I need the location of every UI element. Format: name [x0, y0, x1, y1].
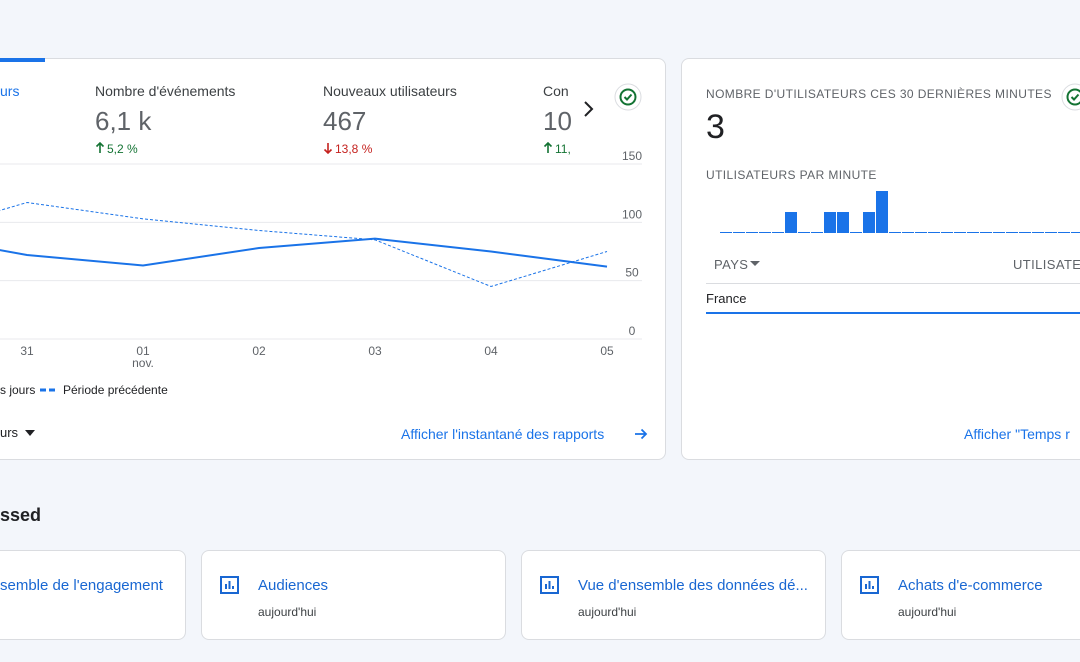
- bar: [837, 212, 849, 233]
- report-icon: [220, 576, 239, 594]
- next-button[interactable]: [580, 100, 596, 118]
- arrow-icon: [635, 428, 648, 440]
- down-arrow: [323, 143, 333, 154]
- y-tick-label: 50: [625, 266, 639, 280]
- bar: [863, 212, 875, 233]
- bar: [1032, 232, 1044, 233]
- status-icon: [1061, 83, 1080, 111]
- report-link[interactable]: Afficher l'instantané des rapports: [401, 426, 605, 442]
- metric-value: 10: [543, 106, 571, 136]
- bar: [785, 212, 797, 233]
- bar: [1045, 232, 1057, 233]
- legend-label: s jours: [0, 383, 36, 397]
- bar: [772, 232, 784, 233]
- bar: [967, 232, 979, 233]
- recent-card[interactable]: [841, 550, 1080, 640]
- bar: [993, 232, 1005, 233]
- bar: [759, 232, 771, 233]
- metric-change: 11,: [555, 142, 571, 156]
- metric-label[interactable]: Nouveaux utilisateurs: [323, 83, 457, 99]
- bar: [1006, 232, 1018, 233]
- table-divider: [706, 283, 1080, 284]
- x-tick-label: 01: [136, 344, 150, 358]
- recent-date: aujourd'hui: [258, 605, 317, 619]
- status-icon: [614, 83, 642, 111]
- y-tick-label: 150: [622, 149, 642, 163]
- sort-caret: [750, 261, 760, 266]
- recent-title[interactable]: Audiences: [258, 577, 329, 594]
- realtime-value: 3: [706, 108, 725, 146]
- y-tick-label: 0: [629, 324, 636, 338]
- recent-title[interactable]: semble de l'engagement: [0, 577, 163, 594]
- metric-selector[interactable]: urs: [0, 425, 19, 440]
- realtime-title: NOMBRE D'UTILISATEURS CES 30 DERNIÈRES M…: [706, 87, 1052, 101]
- recent-card[interactable]: [201, 550, 506, 640]
- bar: [1019, 232, 1031, 233]
- bar: [941, 232, 953, 233]
- up-arrow: [543, 142, 553, 153]
- up-arrow: [95, 142, 105, 153]
- metric-change: 13,8 %: [335, 142, 373, 156]
- bar-chart: [720, 191, 1080, 233]
- bar: [1071, 232, 1080, 233]
- bar: [720, 232, 732, 233]
- x-month-label: nov.: [132, 356, 154, 370]
- x-tick-label: 03: [368, 344, 382, 358]
- series-line: [0, 201, 608, 288]
- bar-chart-title: UTILISATEURS PAR MINUTE: [706, 168, 877, 182]
- legend-label: Période précédente: [63, 383, 168, 397]
- x-tick-label: 31: [20, 344, 34, 358]
- column-header: UTILISATE: [1013, 257, 1080, 272]
- recent-date: aujourd'hui: [578, 605, 637, 619]
- metric-change: 5,2 %: [107, 142, 138, 156]
- row-bar: [706, 312, 1080, 314]
- recent-date: aujourd'hui: [898, 605, 957, 619]
- metric-tab[interactable]: urs: [0, 83, 20, 99]
- x-tick-label: 04: [484, 344, 498, 358]
- bar: [876, 191, 888, 233]
- x-tick-label: 02: [252, 344, 266, 358]
- metric-value: 467: [323, 106, 367, 136]
- bar: [824, 212, 836, 233]
- metric-label[interactable]: Con: [543, 83, 569, 99]
- bar: [980, 232, 992, 233]
- bar: [902, 232, 914, 233]
- bar: [811, 232, 823, 233]
- metric-label[interactable]: Nombre d'événements: [95, 83, 236, 99]
- table-cell: France: [706, 291, 747, 306]
- line-chart: 0 50 100 150 31 01 02 03 04 05 nov.: [0, 149, 642, 370]
- bar: [733, 232, 745, 233]
- recent-title[interactable]: Vue d'ensemble des données dé...: [578, 577, 808, 594]
- bar: [746, 232, 758, 233]
- recent-card[interactable]: [521, 550, 826, 640]
- series-line: [0, 237, 608, 268]
- x-tick-label: 05: [600, 344, 614, 358]
- bar: [850, 232, 862, 233]
- bar: [954, 232, 966, 233]
- column-header[interactable]: PAYS: [714, 257, 749, 272]
- report-icon: [860, 576, 879, 594]
- realtime-card: [681, 58, 1080, 460]
- bar: [1058, 232, 1070, 233]
- recent-card[interactable]: [0, 550, 186, 640]
- tab-indicator: [0, 58, 45, 62]
- bar: [889, 232, 901, 233]
- metric-clip: Con 10 11,: [543, 80, 571, 160]
- report-icon: [540, 576, 559, 594]
- recent-title[interactable]: Achats d'e-commerce: [898, 577, 1043, 594]
- section-title: ssed: [0, 505, 42, 525]
- bar: [915, 232, 927, 233]
- bar: [928, 232, 940, 233]
- y-tick-label: 100: [622, 207, 642, 221]
- realtime-link[interactable]: Afficher "Temps r: [964, 426, 1070, 442]
- metric-value: 6,1 k: [95, 106, 152, 136]
- bar: [798, 232, 810, 233]
- legend-swatch: [40, 388, 58, 392]
- dropdown-caret: [25, 430, 35, 436]
